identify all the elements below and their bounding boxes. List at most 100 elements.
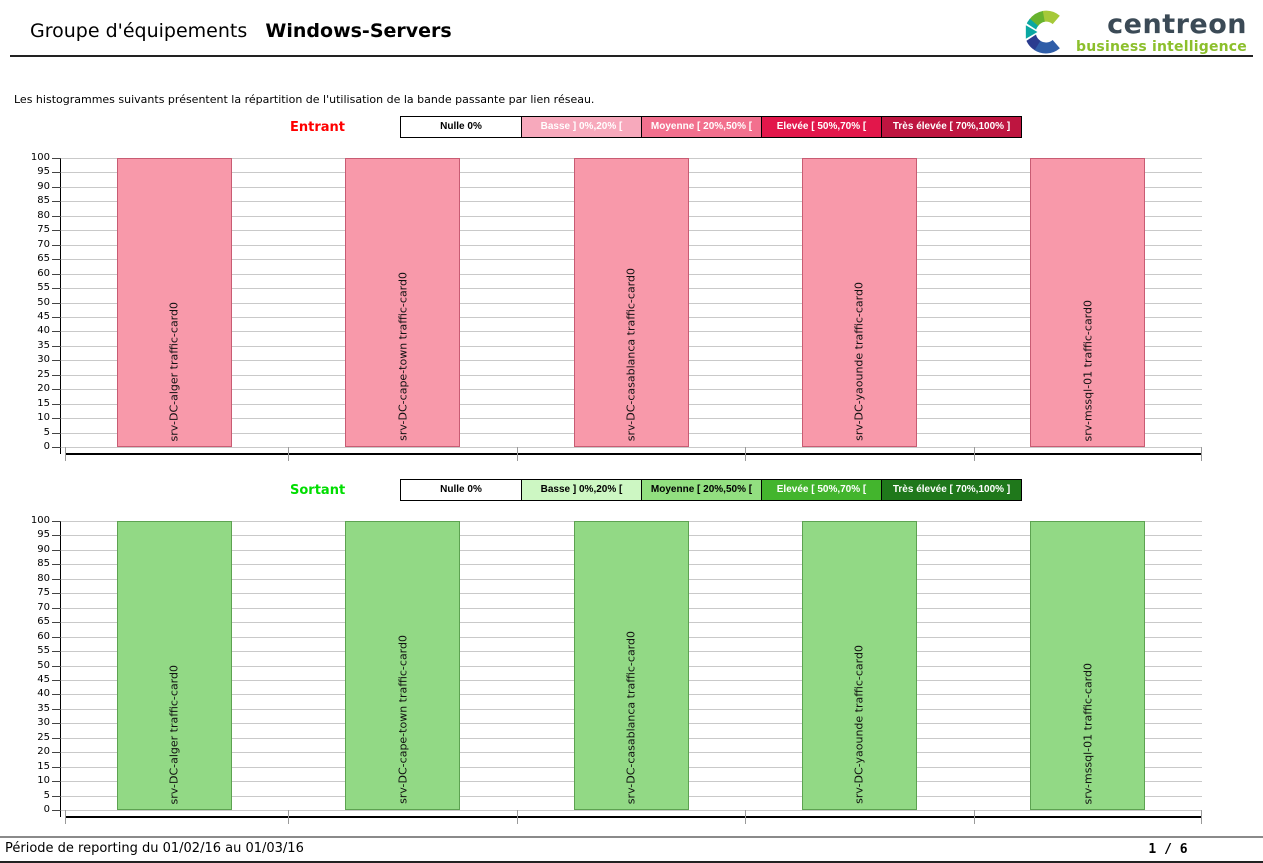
y-axis-tick-label: 10 [37, 775, 50, 787]
bar-label: srv-DC-casablanca traffic-card0 [624, 630, 638, 804]
y-axis-tick [52, 795, 61, 797]
footer-divider [0, 836, 1263, 838]
y-axis-tick [52, 158, 61, 159]
y-axis-tick-label: 0 [43, 804, 50, 815]
legend-cell: Basse ] 0%,20% [ [521, 480, 641, 500]
bar: srv-DC-casablanca traffic-card0 [573, 521, 689, 810]
y-axis-tick [52, 201, 61, 203]
y-axis-tick [52, 172, 61, 174]
bar-label: srv-mssql-01 traffic-card0 [1081, 299, 1095, 441]
y-axis-tick-label: 85 [37, 195, 50, 207]
y-axis-tick [52, 316, 61, 318]
y-axis-tick [52, 752, 61, 754]
legend-cell: Moyenne [ 20%,50% [ [641, 117, 761, 137]
centreon-logo: centreon business intelligence [1024, 10, 1247, 54]
y-axis-tick-label: 95 [37, 166, 50, 178]
y-axis-tick [52, 389, 61, 391]
y-axis-tick-label: 40 [37, 325, 50, 337]
sortant-section: Sortant Nulle 0% Basse ] 0%,20% [Moyenne … [0, 479, 1263, 839]
y-axis-tick [52, 360, 61, 362]
x-axis-tick [65, 447, 66, 461]
y-axis-tick-label: 15 [37, 760, 50, 772]
bar-label: srv-DC-cape-town traffic-card0 [396, 635, 410, 804]
page-title-prefix: Groupe d'équipements [30, 20, 248, 42]
y-axis-tick [52, 244, 61, 246]
gridline [61, 810, 1202, 811]
y-axis-tick [52, 302, 61, 304]
x-axis-line [65, 453, 1202, 455]
entrant-section: Entrant Nulle 0% Basse ] 0%,20% [Moyenne … [0, 116, 1263, 476]
y-axis-tick-label: 5 [43, 426, 50, 438]
x-axis-tick [65, 810, 66, 824]
legend-cell: Nulle 0% [401, 117, 521, 137]
y-axis-tick-label: 75 [37, 587, 50, 599]
x-axis-tick [973, 810, 975, 824]
y-axis-tick-label: 85 [37, 558, 50, 570]
y-axis-tick [52, 766, 61, 768]
direction-label-sortant: Sortant [290, 483, 346, 498]
y-axis-tick-label: 5 [43, 789, 50, 801]
y-axis-tick [52, 288, 61, 290]
legend-table-entrant: Nulle 0% Basse ] 0%,20% [Moyenne [ 20%,50… [400, 116, 1022, 138]
bar-label: srv-DC-yaounde traffic-card0 [852, 282, 866, 441]
logo-brand-text: centreon [1107, 8, 1247, 40]
bar: srv-DC-alger traffic-card0 [116, 158, 232, 447]
y-axis-tick-label: 45 [37, 673, 50, 685]
centreon-c-icon [1024, 10, 1060, 54]
y-axis-tick [52, 374, 61, 376]
y-axis-tick-label: 25 [37, 731, 50, 743]
bar: srv-mssql-01 traffic-card0 [1030, 521, 1146, 810]
y-axis-tick [52, 535, 61, 537]
bar: srv-mssql-01 traffic-card0 [1030, 158, 1146, 447]
x-axis-tick [288, 810, 290, 824]
y-axis-tick-label: 95 [37, 529, 50, 541]
y-axis-tick [52, 651, 61, 653]
y-axis-tick-label: 60 [37, 267, 50, 279]
y-axis-tick-label: 70 [37, 601, 50, 613]
x-axis-tick [1201, 447, 1202, 461]
y-axis-tick [52, 432, 61, 434]
y-axis-tick-label: 35 [37, 339, 50, 351]
intro-text: Les histogrammes suivants présentent la … [14, 93, 595, 106]
direction-label-entrant: Entrant [290, 120, 346, 135]
page-number: 1 / 6 [1148, 842, 1188, 857]
y-axis-tick [52, 273, 61, 275]
y-axis-tick-label: 55 [37, 645, 50, 657]
bar-label: srv-mssql-01 traffic-card0 [1081, 662, 1095, 804]
x-axis-tick [745, 810, 747, 824]
y-axis-tick [52, 345, 61, 347]
y-axis-tick [52, 665, 61, 667]
legend-cell: Elevée [ 50%,70% [ [761, 480, 881, 500]
y-axis-tick-label: 50 [37, 659, 50, 671]
bar-chart-sortant: 0 5 10 15 20 25 30 35 40 45 50 55 60 65 70 75 80 85 90 95 10… [31, 515, 1202, 824]
y-axis-tick [52, 679, 61, 681]
y-axis-tick-label: 35 [37, 702, 50, 714]
y-axis-tick-label: 30 [37, 354, 50, 366]
y-axis-tick-label: 20 [37, 746, 50, 758]
y-axis-tick [52, 636, 61, 638]
y-axis-tick [52, 331, 61, 333]
page-title: Groupe d'équipements Windows-Servers [30, 20, 452, 42]
y-axis-tick-label: 20 [37, 383, 50, 395]
y-axis-tick [52, 781, 61, 783]
y-axis-tick [52, 186, 61, 188]
logo-arrow [1025, 25, 1038, 39]
y-axis-tick-label: 75 [37, 224, 50, 236]
y-axis-tick-label: 65 [37, 616, 50, 628]
y-axis-tick [52, 810, 61, 811]
legend-cell: Très élevée [ 70%,100% ] [881, 117, 1021, 137]
y-axis-tick-label: 15 [37, 397, 50, 409]
y-axis-tick [52, 622, 61, 624]
y-axis-tick-label: 60 [37, 630, 50, 642]
y-axis-tick-label: 40 [37, 688, 50, 700]
y-axis-tick [52, 215, 61, 217]
y-axis-tick [52, 593, 61, 595]
x-axis-tick [516, 447, 518, 461]
y-axis-tick [52, 737, 61, 739]
bar-label: srv-DC-yaounde traffic-card0 [852, 645, 866, 804]
y-axis-line [60, 158, 61, 454]
logo-tagline-text: business intelligence [1076, 38, 1247, 55]
y-axis-tick [52, 521, 61, 522]
y-axis-tick [52, 564, 61, 566]
y-axis-tick [52, 230, 61, 232]
